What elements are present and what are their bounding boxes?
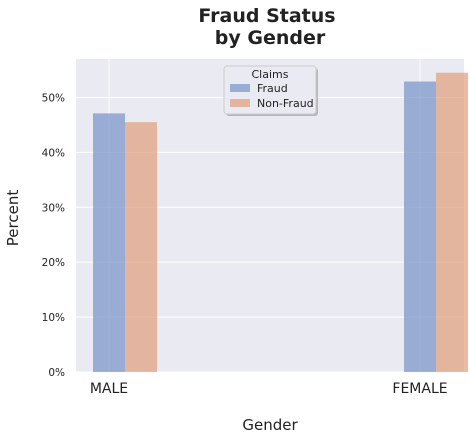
legend-swatch-non-fraud [230, 99, 250, 107]
y-tick-label: 10% [42, 312, 65, 324]
legend-title: Claims [252, 68, 289, 81]
x-axis-label: Gender [242, 416, 298, 434]
x-category-label: MALE [90, 381, 128, 397]
bar-fraud-male [93, 113, 125, 372]
legend-entry-non-fraud: Non-Fraud [257, 97, 314, 110]
y-axis-label: Percent [4, 190, 22, 247]
y-tick-label: 40% [42, 147, 65, 159]
x-category-label: FEMALE [392, 381, 447, 397]
bar-fraud-female [404, 81, 436, 372]
bar-non-fraud-female [436, 72, 468, 372]
y-tick-label: 0% [48, 367, 65, 379]
y-tick-label: 20% [42, 257, 65, 269]
y-tick-label: 30% [42, 202, 65, 214]
chart-title-line-2: by Gender [215, 27, 326, 49]
y-tick-label: 50% [42, 92, 65, 104]
legend-swatch-fraud [230, 84, 250, 92]
chart-title-line-1: Fraud Status [198, 5, 335, 27]
legend-entry-fraud: Fraud [257, 82, 288, 95]
bar-non-fraud-male [125, 122, 157, 372]
